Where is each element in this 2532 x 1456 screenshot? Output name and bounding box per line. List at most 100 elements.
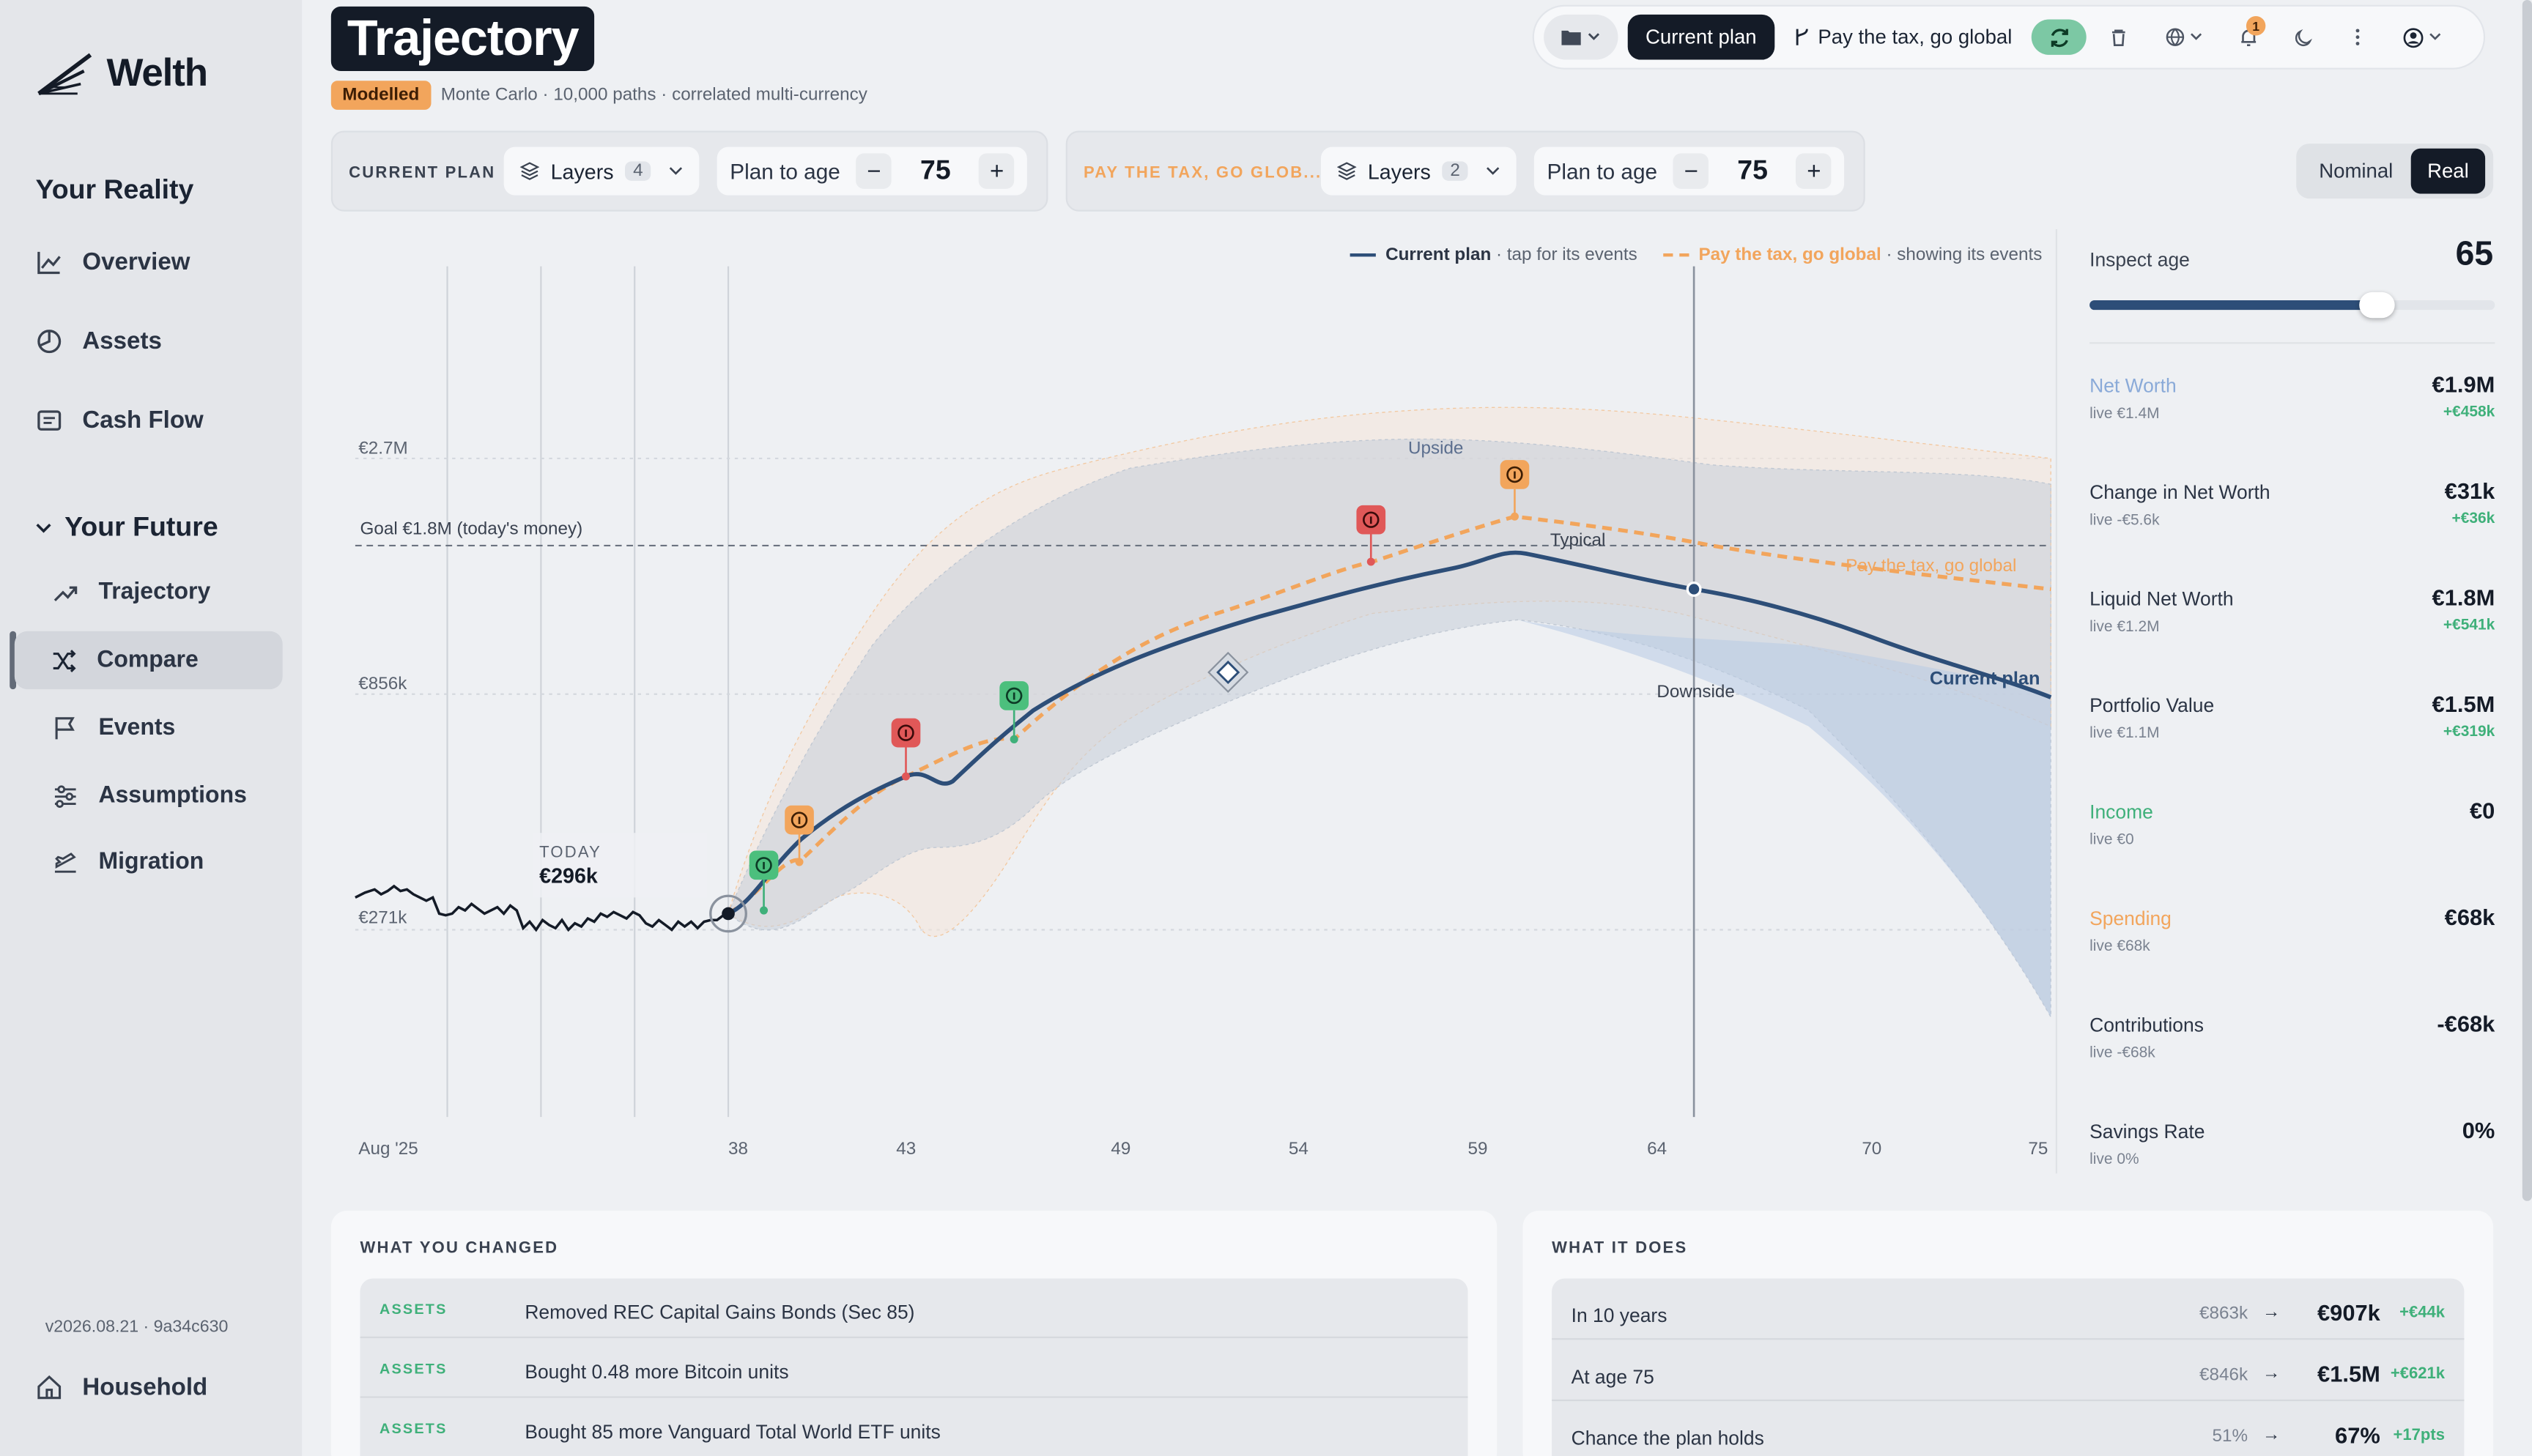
- current-plan-controls: CURRENT PLAN Layers 4 Plan to age − 75 +: [330, 130, 1048, 212]
- chart-line-icon: [37, 251, 61, 275]
- metric-row[interactable]: Income live €0 €0: [2089, 798, 2495, 891]
- change-row[interactable]: ASSETS Removed REC Capital Gains Bonds (…: [360, 1279, 1468, 1339]
- sidebar-item-trajectory[interactable]: Trajectory: [52, 563, 281, 621]
- layers-label: Layers: [1367, 159, 1431, 184]
- sidebar-item-household[interactable]: Household: [35, 1374, 207, 1401]
- sidebar-item-cash-flow[interactable]: Cash Flow: [35, 406, 204, 434]
- language-dropdown[interactable]: [2151, 15, 2216, 60]
- alt-plan-button[interactable]: Pay the tax, go global: [1784, 15, 2022, 60]
- more-button[interactable]: [2335, 15, 2380, 60]
- x-tick-label: Aug '25: [358, 1139, 418, 1159]
- change-tag: ASSETS: [379, 1301, 448, 1318]
- effect-row: At age 75 €846k → €1.5M +€621k: [1552, 1340, 2465, 1402]
- metric-row[interactable]: Contributions live -€68k -€68k: [2089, 1011, 2495, 1104]
- x-tick-label: 70: [1862, 1139, 1881, 1159]
- effect-from: €863k: [2199, 1304, 2248, 1324]
- effect-delta: +€621k: [2390, 1365, 2446, 1383]
- slider-thumb[interactable]: [2359, 291, 2396, 319]
- metric-row[interactable]: Net Worth live €1.4M €1.9M +€458k: [2089, 371, 2495, 464]
- arrow-right-icon: →: [2262, 1302, 2281, 1323]
- sidebar-item-assets[interactable]: Assets: [35, 327, 162, 355]
- metric-row[interactable]: Savings Rate live 0% 0%: [2089, 1117, 2495, 1211]
- sidebar-item-assumptions[interactable]: Assumptions: [52, 767, 281, 825]
- event-marker-1[interactable]: [749, 850, 779, 880]
- metric-name: Liquid Net Worth: [2089, 587, 2234, 611]
- metric-live: live €68k: [2089, 937, 2150, 956]
- age-value[interactable]: 75: [1737, 155, 1768, 186]
- sidebar-item-label: Assumptions: [98, 782, 247, 809]
- metric-name: Income: [2089, 801, 2153, 824]
- user-avatar-icon: [2403, 27, 2424, 48]
- notifications-button[interactable]: 1: [2225, 15, 2270, 60]
- changes-heading: WHAT YOU CHANGED: [360, 1239, 559, 1258]
- folder-dropdown[interactable]: [1544, 14, 1618, 60]
- top-toolbar: Current plan Pay the tax, go global 1: [1533, 6, 2484, 68]
- event-marker-2[interactable]: [785, 805, 814, 835]
- effect-label: In 10 years: [1571, 1304, 1667, 1327]
- page-scrollbar[interactable]: [2522, 0, 2532, 1201]
- metric-live: live €1.2M: [2089, 618, 2160, 636]
- current-layers-dropdown[interactable]: Layers 4: [503, 146, 700, 196]
- inspect-age-slider[interactable]: [2089, 291, 2495, 319]
- logo[interactable]: Welth: [35, 48, 208, 100]
- metric-row[interactable]: Spending live €68k €68k: [2089, 904, 2495, 998]
- current-plan-button[interactable]: Current plan: [1627, 14, 1774, 60]
- legend-alt[interactable]: Pay the tax, go global · showing its eve…: [1662, 245, 2042, 265]
- legend-current[interactable]: Current plan · tap for its events: [1350, 245, 1637, 264]
- event-marker-4[interactable]: [999, 681, 1029, 710]
- sidebar-item-compare[interactable]: Compare: [14, 631, 283, 690]
- upside-label: Upside: [1408, 438, 1463, 458]
- metric-row[interactable]: Change in Net Worth live -€5.6k €31k +€36k: [2089, 478, 2495, 571]
- alt-plan-controls: PAY THE TAX, GO GLOB... Layers 2 Plan to…: [1065, 130, 1865, 212]
- metric-value: €68k: [2444, 904, 2495, 930]
- alt-plan-age: Plan to age − 75 +: [1533, 146, 1845, 196]
- real-option[interactable]: Real: [2410, 148, 2486, 194]
- layers-icon: [519, 162, 540, 180]
- sidebar-item-events[interactable]: Events: [52, 699, 281, 757]
- typical-label: Typical: [1550, 530, 1605, 550]
- event-marker-5[interactable]: [1356, 505, 1386, 535]
- effects-heading: WHAT IT DOES: [1552, 1239, 1688, 1258]
- delete-button[interactable]: [2096, 15, 2142, 60]
- nominal-option[interactable]: Nominal: [2319, 160, 2394, 183]
- age-value[interactable]: 75: [919, 155, 951, 186]
- change-tag: ASSETS: [379, 1360, 448, 1378]
- age-decrement-button[interactable]: −: [1673, 153, 1709, 189]
- sidebar-item-label: Compare: [97, 647, 199, 674]
- history-gridlines: [446, 266, 730, 1118]
- metric-row[interactable]: Liquid Net Worth live €1.2M €1.8M +€541k: [2089, 584, 2495, 677]
- future-heading-label: Your Future: [64, 511, 218, 543]
- chevron-down-icon: [1487, 167, 1500, 175]
- event-marker-6[interactable]: [1500, 460, 1530, 489]
- globe-icon: [2165, 28, 2184, 47]
- x-tick-label: 59: [1468, 1139, 1488, 1159]
- metric-name: Savings Rate: [2089, 1120, 2205, 1143]
- trajectory-chart[interactable]: €2.7M €856k €271k Goal €1.8M (today's mo…: [331, 229, 2054, 1173]
- change-row[interactable]: ASSETS Bought 85 more Vanguard Total Wor…: [360, 1398, 1468, 1456]
- theme-toggle[interactable]: [2280, 15, 2325, 60]
- today-label: TODAY: [539, 842, 601, 861]
- branch-icon: [1796, 29, 1808, 45]
- sidebar-item-overview[interactable]: Overview: [35, 248, 190, 276]
- account-dropdown[interactable]: [2390, 15, 2454, 60]
- alt-plan-label: Pay the tax, go global: [1818, 26, 2013, 49]
- alt-layers-dropdown[interactable]: Layers 2: [1320, 146, 1517, 196]
- legend-alt-name: Pay the tax, go global: [1698, 245, 1881, 265]
- chevron-down-icon: [1588, 33, 1600, 40]
- future-heading[interactable]: Your Future: [35, 512, 218, 544]
- effect-label: Chance the plan holds: [1571, 1427, 1764, 1450]
- sidebar-item-migration[interactable]: Migration: [52, 833, 281, 891]
- age-increment-button[interactable]: +: [1796, 153, 1832, 189]
- milestone-marker[interactable]: [1207, 651, 1249, 694]
- age-decrement-button[interactable]: −: [856, 153, 892, 189]
- metric-row[interactable]: Portfolio Value live €1.1M €1.5M +€319k: [2089, 691, 2495, 784]
- inspect-panel: Inspect age 65 Net Worth live €1.4M €1.9M +…: [2055, 229, 2500, 1174]
- event-marker-3[interactable]: [891, 718, 921, 748]
- age-increment-button[interactable]: +: [979, 153, 1015, 189]
- downside-band: [1517, 620, 2051, 1017]
- sidebar-item-label: Migration: [98, 849, 204, 875]
- change-row[interactable]: ASSETS Bought 0.48 more Bitcoin units: [360, 1338, 1468, 1398]
- metric-delta: +€319k: [2443, 723, 2495, 741]
- sync-button[interactable]: [2031, 19, 2087, 55]
- sidebar-item-label: Cash Flow: [82, 406, 204, 434]
